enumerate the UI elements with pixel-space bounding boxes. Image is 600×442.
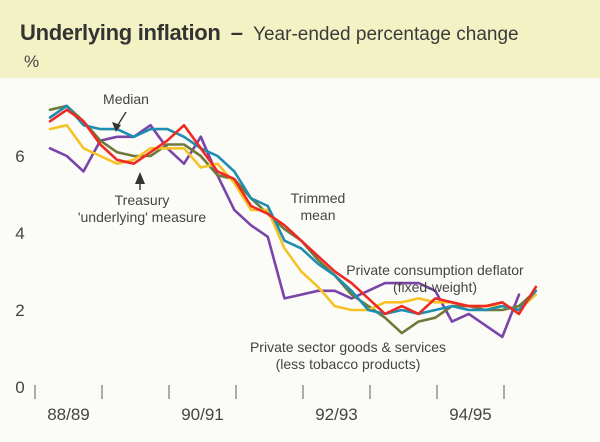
annotation-label: Private sector goods & services (less tob… xyxy=(250,339,446,372)
annotations: Median Treasury'underlying' measure Trimme… xyxy=(78,91,524,372)
annotation-line: 'underlying' measure xyxy=(78,209,207,225)
y-tick-label: 2 xyxy=(15,301,24,320)
annotation-label: Treasury'underlying' measure xyxy=(78,192,207,225)
y-tick-label: 0 xyxy=(15,378,24,397)
series-line-treasury-underlying-measure xyxy=(48,108,538,316)
annotation-line: Private sector goods & services xyxy=(250,339,446,355)
series-line-median xyxy=(48,104,538,316)
annotation-arrow-head xyxy=(135,172,145,184)
x-axis: 88/89 90/91 92/93 94/95 xyxy=(34,385,505,424)
annotation-line: (less tobacco products) xyxy=(276,356,421,372)
annotation-line: Median xyxy=(103,91,149,107)
y-tick-label: 6 xyxy=(15,147,24,166)
title-separator: – xyxy=(230,20,243,45)
title-main: Underlying inflation xyxy=(20,20,221,45)
chart-header: Underlying inflation – Year-ended percen… xyxy=(0,0,600,78)
annotation-line: Trimmed xyxy=(291,190,346,206)
chart-title: Underlying inflation – Year-ended percen… xyxy=(20,20,519,46)
annotation-line: Treasury xyxy=(115,192,170,208)
x-tick-label: 92/93 xyxy=(315,405,358,424)
annotation-label: Median xyxy=(103,91,149,107)
y-axis-labels: 0 2 4 6 xyxy=(15,147,24,397)
annotation-label: Private consumption deflator (fixed-weigh… xyxy=(346,262,524,295)
annotation-line: mean xyxy=(300,207,335,223)
annotation-arrow-head xyxy=(112,122,121,132)
y-axis-unit-label: % xyxy=(24,52,40,71)
x-tick-label: 88/89 xyxy=(47,405,90,424)
annotation-line: Private consumption deflator xyxy=(346,262,524,278)
annotation-label: Trimmed mean xyxy=(291,190,346,223)
x-tick-label: 94/95 xyxy=(449,405,492,424)
series-lines xyxy=(48,104,538,339)
annotation-line: (fixed-weight) xyxy=(393,279,477,295)
title-subtitle: Year-ended percentage change xyxy=(253,24,519,45)
x-tick-label: 90/91 xyxy=(181,405,224,424)
y-tick-label: 4 xyxy=(15,224,24,243)
series-line-private-consumption-deflator-fixed-weight xyxy=(48,123,521,339)
